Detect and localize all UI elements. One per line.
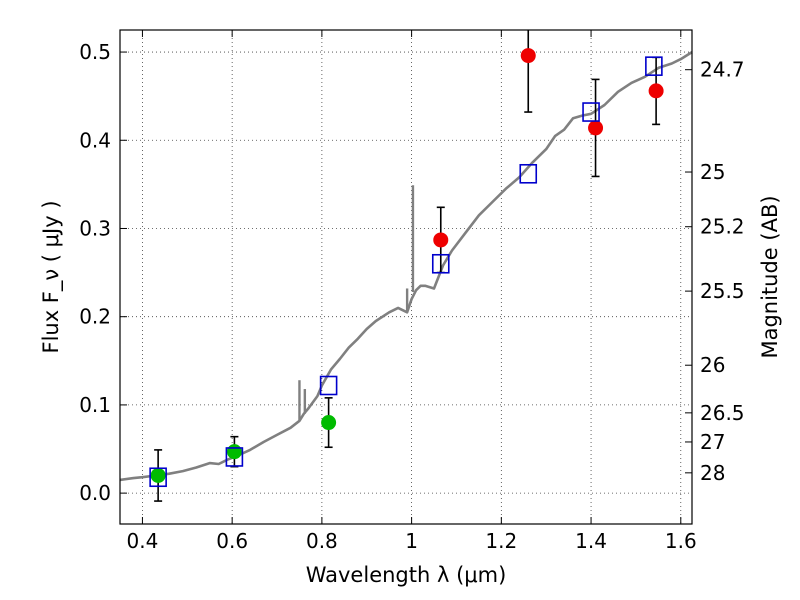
x-tick-label: 0.8 <box>306 529 338 553</box>
model-box <box>149 467 167 488</box>
y2-axis-label: Magnitude (AB) <box>758 195 782 358</box>
green-data-point <box>226 444 242 460</box>
green-data-point <box>150 467 166 483</box>
model-box <box>519 163 538 184</box>
red-data-point <box>520 48 536 64</box>
model-box <box>225 447 244 467</box>
sed-model-curve <box>119 50 693 482</box>
y-tick-label: 0.3 <box>79 216 111 240</box>
x-tick-label: 0.4 <box>127 529 159 553</box>
x-tick-label: 1.6 <box>665 529 697 553</box>
model-boxes <box>149 56 663 488</box>
grid-lines <box>120 30 692 524</box>
red-data-point <box>588 120 604 136</box>
sed-line <box>119 50 693 482</box>
mag-tick-label: 25.2 <box>700 215 745 239</box>
y-tick-label: 0.4 <box>79 128 111 152</box>
y-tick-label: 0.1 <box>79 393 111 417</box>
model-box <box>582 102 600 122</box>
model-box <box>645 56 663 76</box>
plot-frame <box>119 29 693 525</box>
model-box <box>319 375 338 396</box>
model-box <box>431 253 450 274</box>
x-tick-label: 0.6 <box>216 529 248 553</box>
red-data-point <box>648 83 664 99</box>
y-axis-label: Flux F_ν ( μJy ) <box>39 200 64 353</box>
mag-tick-label: 27 <box>700 430 725 454</box>
mag-tick-label: 25.5 <box>700 279 745 303</box>
green-data-point <box>321 415 337 431</box>
mag-tick-label: 24.7 <box>700 58 745 82</box>
mag-tick-label: 28 <box>700 461 725 485</box>
y-tick-label: 0.0 <box>79 481 111 505</box>
photometry-points <box>150 48 664 483</box>
mag-tick-label: 25 <box>700 160 725 184</box>
mag-tick-label: 26 <box>700 353 725 377</box>
x-tick-label: 1.4 <box>575 529 607 553</box>
x-tick-label: 1.2 <box>485 529 517 553</box>
axis-ticks: 0.4 0.6 0.8 1 1.2 1.4 1.6 0.0 0.1 0.2 0.3 0.4 0.5 24.… <box>79 30 745 553</box>
red-data-point <box>433 232 449 248</box>
x-tick-label: 1 <box>405 529 418 553</box>
x-axis-label: Wavelength λ (μm) <box>306 563 507 587</box>
mag-tick-label: 26.5 <box>700 401 745 425</box>
y-tick-label: 0.5 <box>79 40 111 64</box>
error-bars <box>154 30 661 502</box>
y-tick-label: 0.2 <box>79 305 111 329</box>
